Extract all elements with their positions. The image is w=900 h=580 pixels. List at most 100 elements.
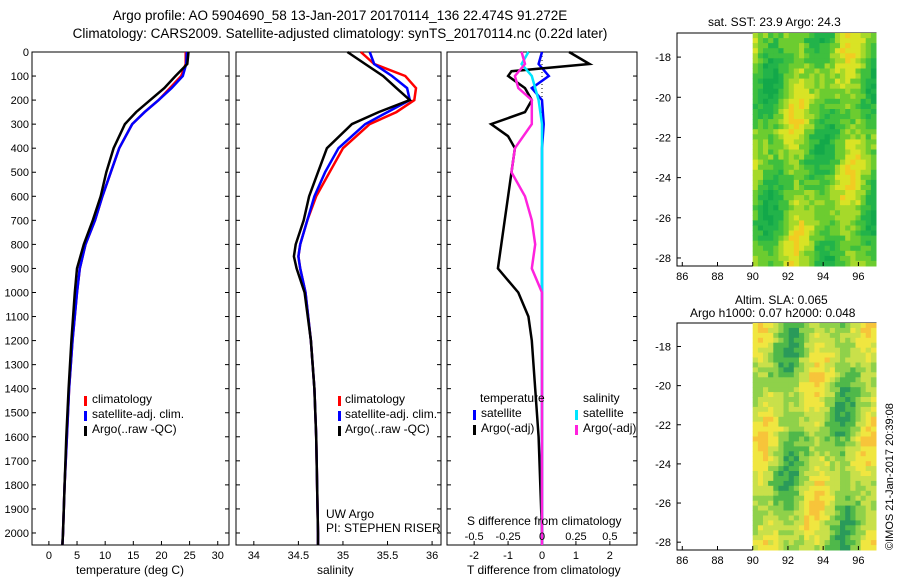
- sst-map-cell: [850, 103, 856, 110]
- sla-map-cell: [793, 495, 800, 502]
- sla-map-cell: [819, 545, 826, 551]
- sst-map-cell: [778, 144, 784, 150]
- sla-map-cell: [809, 426, 815, 432]
- sst-map-cell: [860, 68, 867, 75]
- sst-map-cell: [865, 63, 872, 69]
- sla-map-cell: [834, 500, 841, 507]
- sla-map-cell: [763, 456, 769, 462]
- sst-map-cell: [865, 240, 872, 247]
- sla-map-cell: [870, 352, 877, 358]
- sla-map-cell: [865, 461, 872, 467]
- sst-map-cell: [783, 139, 790, 145]
- sla-map-cell: [763, 327, 769, 334]
- sst-map-cell: [819, 215, 826, 221]
- sla-map-cell: [829, 480, 836, 487]
- sla-map-cell: [768, 367, 774, 373]
- sla-map-cell: [804, 416, 810, 423]
- sla-map-cell: [829, 535, 836, 541]
- sla-map-cell: [845, 323, 851, 329]
- sla-map-cell: [870, 323, 877, 329]
- sst-map-cell: [752, 185, 759, 191]
- sst-map-cell: [809, 88, 815, 95]
- sla-map-cell: [783, 426, 790, 432]
- sla-map-cell: [752, 520, 759, 526]
- sla-map-cell: [804, 357, 810, 363]
- sst-map-cell: [804, 185, 810, 191]
- sst-map-cell: [824, 134, 831, 140]
- sla-map-cell: [773, 323, 779, 329]
- sla-map-cell: [824, 545, 831, 551]
- sst-map-cell: [763, 174, 769, 181]
- sst-map-cell: [783, 38, 790, 44]
- sla-map-cell: [783, 436, 790, 442]
- sla-map-cell: [850, 490, 856, 497]
- sla-map-cell: [845, 416, 851, 423]
- sla-map-cell: [809, 545, 815, 551]
- sst-map-cell: [814, 134, 820, 140]
- sst-map-cell: [834, 119, 841, 125]
- sst-map-cell: [768, 103, 774, 110]
- sst-map-cell: [783, 154, 790, 161]
- x-tick-label: 10: [99, 550, 111, 562]
- sla-map-cell: [763, 362, 769, 368]
- sst-map-cell: [855, 200, 862, 206]
- sst-map-cell: [757, 73, 764, 80]
- sst-map-cell: [763, 230, 769, 237]
- sla-map-cell: [819, 377, 826, 383]
- sla-map-cell: [799, 540, 805, 546]
- sla-map-cell: [814, 411, 820, 418]
- sla-map-cell: [783, 406, 790, 413]
- sla-map-cell: [834, 525, 841, 531]
- sst-map-cell: [768, 119, 774, 125]
- sst-map-cell: [850, 225, 856, 232]
- sst-map-cell: [799, 164, 805, 171]
- sla-map-cell: [819, 490, 826, 497]
- sla-map-cell: [752, 362, 759, 368]
- sla-map-cell: [860, 323, 867, 329]
- sla-map-cell: [778, 387, 784, 393]
- sst-map-cell: [778, 129, 784, 135]
- sla-map-cell: [814, 431, 820, 437]
- sla-map-cell: [829, 500, 836, 507]
- sla-map-cell: [752, 525, 759, 531]
- sst-map-cell: [865, 159, 872, 166]
- sla-map-cell: [778, 505, 784, 511]
- sla-map-cell: [845, 431, 851, 437]
- sla-map-cell: [819, 456, 826, 462]
- sla-map-cell: [804, 382, 810, 388]
- sla-map-cell: [763, 416, 769, 423]
- sla-map-cell: [814, 426, 820, 432]
- sla-map-cell: [845, 357, 851, 363]
- sla-map-cell: [793, 461, 800, 467]
- sla-map-cell: [768, 446, 774, 452]
- sla-map-cell: [855, 416, 862, 423]
- sla-map-cell: [850, 406, 856, 413]
- sst-map-cell: [850, 119, 856, 125]
- temp-legend-sat: satellite-adj. clim.: [92, 407, 185, 421]
- sst-map-cell: [804, 159, 810, 166]
- sst-map-cell: [860, 53, 867, 59]
- sst-map-cell: [768, 114, 774, 120]
- sla-map-cell: [773, 490, 779, 497]
- sla-map-cell: [788, 436, 795, 442]
- sst-map-cell: [819, 139, 826, 145]
- depth-tick-label: 1400: [5, 384, 29, 396]
- sla-map-cell: [752, 421, 759, 428]
- sst-map-cell: [850, 205, 856, 211]
- sla-map-cell: [860, 347, 867, 354]
- sst-map-cell: [819, 124, 826, 130]
- sla-map-cell: [752, 451, 759, 457]
- sst-map-cell: [804, 230, 810, 237]
- sst-map-cell: [752, 129, 759, 135]
- sst-map-cell: [860, 93, 867, 100]
- x-tick-label: 5: [74, 550, 80, 562]
- sst-map-cell: [829, 235, 836, 242]
- sla-map-cell: [855, 347, 862, 354]
- sst-map-cell: [752, 88, 759, 95]
- sst-map-cell: [829, 58, 836, 64]
- sla-map-cell: [783, 520, 790, 526]
- sst-map-cell: [793, 119, 800, 125]
- sla-map-cell: [799, 362, 805, 368]
- sst-map-cell: [799, 205, 805, 211]
- sst-map-cell: [814, 200, 820, 206]
